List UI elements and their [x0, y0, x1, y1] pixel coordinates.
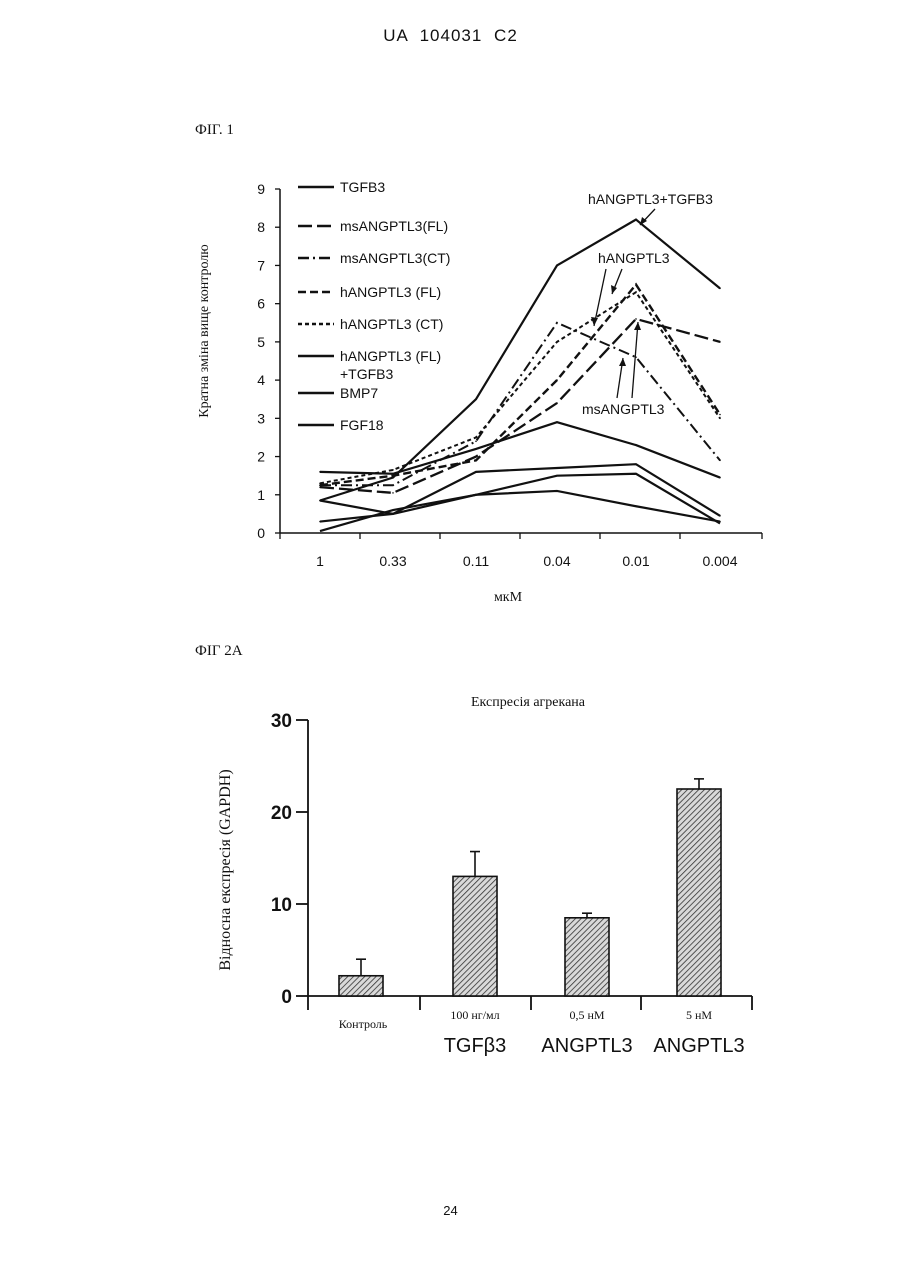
data-point — [475, 437, 477, 439]
annotation-label: msANGPTL3 — [582, 401, 665, 417]
y-tick-label: 0 — [257, 525, 265, 541]
legend-entry: msANGPTL3(CT) — [340, 250, 450, 266]
legend-entry: TGFB3 — [340, 179, 385, 195]
data-point — [719, 414, 721, 416]
data-point — [556, 421, 558, 423]
data-point — [556, 341, 558, 343]
y-tick-label: 6 — [257, 296, 265, 312]
legend-entry: +TGFB3 — [340, 366, 394, 382]
annotation-arrowhead — [611, 285, 617, 294]
data-point — [475, 471, 477, 473]
data-point — [392, 473, 394, 475]
data-point — [319, 521, 321, 523]
legend-entry: FGF18 — [340, 417, 384, 433]
annotation-label: hANGPTL3+TGFB3 — [588, 191, 713, 207]
data-point — [635, 463, 637, 465]
annotation-arrowhead — [591, 317, 598, 326]
annotation-label: hANGPTL3 — [598, 250, 670, 266]
y-tick-label: 2 — [257, 449, 265, 465]
data-point — [319, 484, 321, 486]
data-point — [475, 440, 477, 442]
x-tick-label: 0.04 — [543, 553, 570, 569]
data-point — [556, 379, 558, 381]
data-point — [719, 288, 721, 290]
data-point — [635, 219, 637, 221]
y-tick-label: 1 — [257, 487, 265, 503]
data-point — [719, 515, 721, 517]
x-tick-label: 0.11 — [463, 553, 489, 569]
data-point — [392, 477, 394, 479]
data-point — [319, 500, 321, 502]
data-point — [319, 486, 321, 488]
data-point — [475, 398, 477, 400]
data-point — [556, 467, 558, 469]
series-line — [320, 464, 720, 516]
data-point — [635, 318, 637, 320]
data-point — [475, 456, 477, 458]
y-tick-label: 9 — [257, 181, 265, 197]
data-point — [392, 469, 394, 471]
data-point — [392, 513, 394, 515]
data-point — [392, 492, 394, 494]
data-point — [556, 490, 558, 492]
data-point — [556, 265, 558, 267]
y-tick-label: 5 — [257, 334, 265, 350]
figure-1-chart: 0 1 2 3 4 5 6 7 8 9 1 0.33 0.11 0.04 0.01 0.004 мкМ Кратн… — [0, 0, 901, 1273]
y-tick-label: 4 — [257, 372, 265, 388]
y-axis-label: Кратна зміна вище контролю — [197, 244, 212, 418]
data-point — [556, 402, 558, 404]
x-axis-label: мкМ — [494, 590, 523, 605]
data-point — [392, 484, 394, 486]
data-point — [719, 460, 721, 462]
data-point — [719, 418, 721, 420]
annotation-arrowhead — [634, 322, 641, 330]
x-tick-label: 1 — [316, 553, 324, 569]
legend-entry: hANGPTL3 (FL) — [340, 348, 441, 364]
data-point — [635, 505, 637, 507]
x-tick-label: 0.004 — [702, 553, 737, 569]
data-point — [319, 471, 321, 473]
y-tick-label: 3 — [257, 410, 265, 426]
data-point — [475, 448, 477, 450]
annotation-arrow — [594, 269, 606, 326]
legend-entry: hANGPTL3 (CT) — [340, 316, 443, 332]
data-point — [635, 291, 637, 293]
legend-entry: BMP7 — [340, 385, 378, 401]
page-number: 24 — [0, 1203, 901, 1218]
legend-entry: hANGPTL3 (FL) — [340, 284, 441, 300]
x-tick-label: 0.33 — [379, 553, 406, 569]
x-tick-label: 0.01 — [622, 553, 649, 569]
y-tick-label: 7 — [257, 257, 265, 273]
y-tick-label: 8 — [257, 219, 265, 235]
annotation-arrowhead — [619, 358, 626, 366]
data-point — [635, 284, 637, 286]
data-point — [556, 322, 558, 324]
data-point — [475, 460, 477, 462]
data-point — [635, 444, 637, 446]
figure-2a-label: ФІГ 2А — [195, 643, 243, 660]
data-point — [719, 477, 721, 479]
series-line — [320, 491, 720, 522]
data-point — [319, 483, 321, 485]
data-point — [719, 341, 721, 343]
legend-entry: msANGPTL3(FL) — [340, 218, 448, 234]
